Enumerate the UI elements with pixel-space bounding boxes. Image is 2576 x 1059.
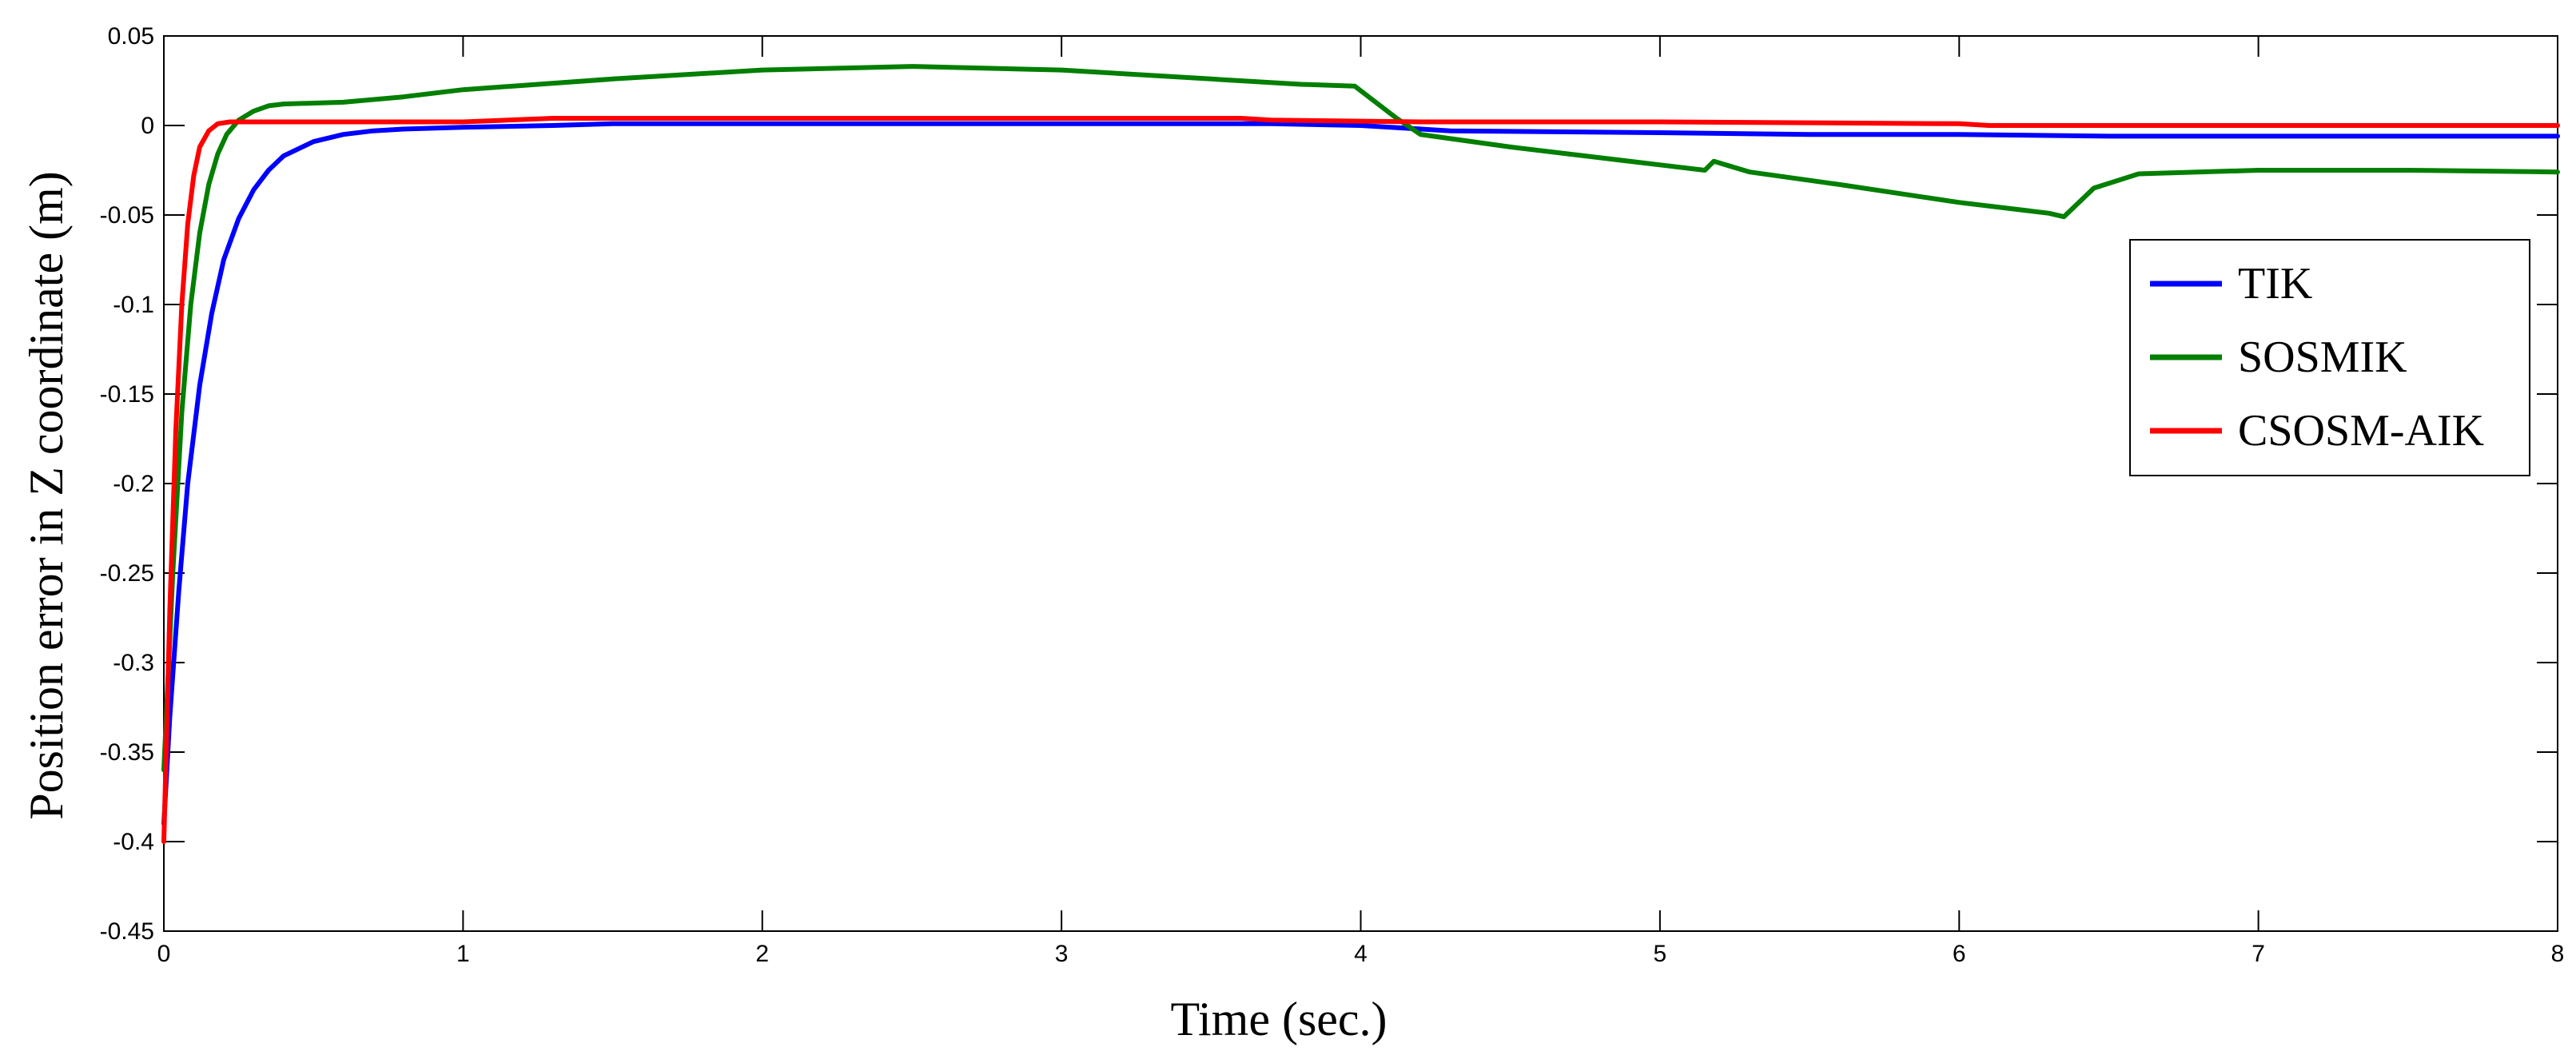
legend-label: TIK	[2238, 259, 2312, 309]
y-tick-label: -0.05	[100, 202, 154, 229]
x-tick-label: 6	[1953, 941, 1966, 967]
x-tick-label: 0	[157, 941, 171, 967]
y-tick-label: -0.1	[113, 292, 154, 318]
x-tick-label: 4	[1354, 941, 1368, 967]
y-tick-label: 0.05	[108, 23, 154, 50]
x-tick-label: 1	[456, 941, 470, 967]
x-axis-title: Time (sec.)	[1170, 993, 1387, 1045]
x-tick-label: 7	[2252, 941, 2265, 967]
series-lines	[161, 64, 2560, 844]
y-tick-label: -0.35	[100, 739, 154, 766]
y-tick-label: -0.15	[100, 381, 154, 408]
axis-ticks: 0 1 2 3 4 5 6 7 8 0.05 0 -0.05 -0.1 -0.15 -0.2 -0.25 -0.…	[100, 23, 2565, 967]
x-tick-label: 3	[1055, 941, 1069, 967]
y-axis-title: Position error in Z coordinate (m)	[20, 171, 73, 819]
series-line-sosmik	[161, 64, 2560, 773]
series-line-csosm-aik	[161, 116, 2560, 844]
x-tick-label: 8	[2551, 941, 2565, 967]
legend-label: SOSMIK	[2238, 332, 2407, 382]
y-tick-label: -0.4	[113, 829, 154, 855]
y-tick-label: -0.25	[100, 560, 154, 587]
series-line-tik	[161, 121, 2560, 826]
y-tick-label: -0.2	[113, 471, 154, 497]
y-tick-label: 0	[141, 113, 154, 139]
x-tick-label: 2	[755, 941, 769, 967]
legend: TIK SOSMIK CSOSM-AIK	[2129, 239, 2530, 476]
x-tick-label: 5	[1654, 941, 1667, 967]
y-tick-label: -0.45	[100, 918, 154, 945]
legend-label: CSOSM-AIK	[2238, 406, 2484, 456]
y-tick-label: -0.3	[113, 650, 154, 676]
